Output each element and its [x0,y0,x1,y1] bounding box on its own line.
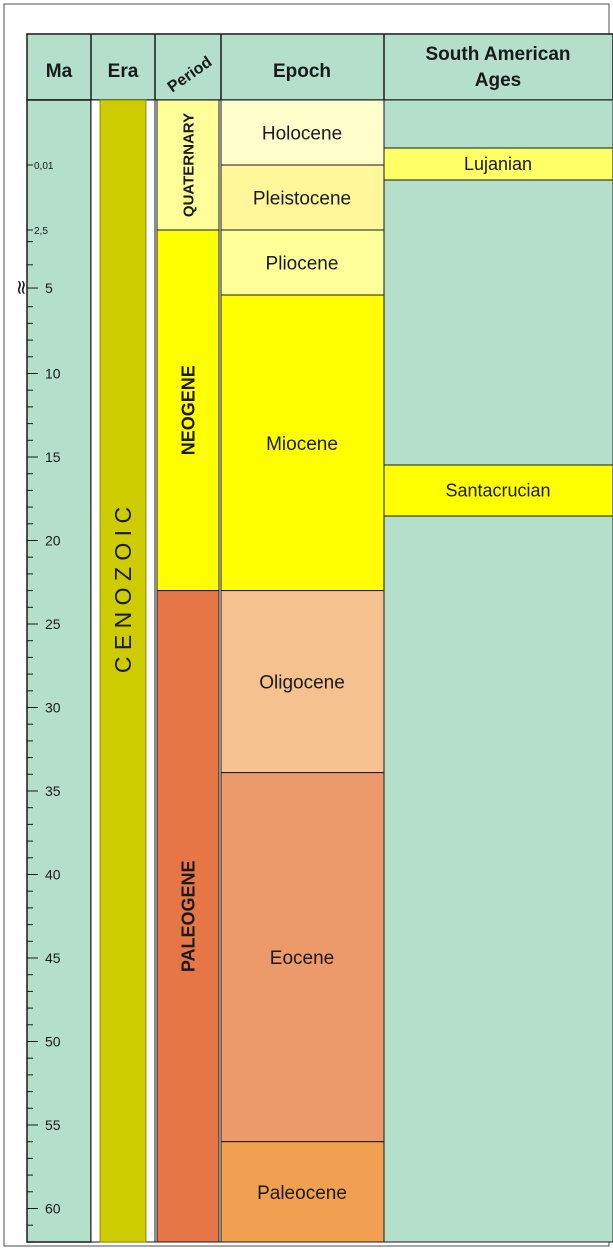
ma-tick-label: 10 [45,365,61,381]
epoch-label: Eocene [270,948,334,969]
epoch-band-holocene [220,99,385,166]
period-column: QUATERNARY NEOGENE PALEOGENE [154,99,222,1243]
ma-tick-label: 60 [45,1200,61,1216]
age-band-santacrucian [383,464,613,517]
ma-tick-label: 25 [45,616,61,632]
age-label: Lujanian [464,154,532,174]
header-ma: Ma [46,61,73,82]
epoch-label: Miocene [266,434,338,455]
ma-tick-label: 0,01 [34,161,54,172]
epoch-label: Oligocene [259,673,345,694]
epoch-label: Pleistocene [253,189,351,210]
ma-tick-label: 15 [45,449,61,465]
header-epoch: Epoch [273,61,331,82]
age-label: Santacrucian [445,481,550,501]
ma-tick-label: 45 [45,950,61,966]
header-background [26,33,613,101]
ma-tick-group: 0,01 2,5 5 10 15 20 25 30 35 40 45 50 55 60 [27,161,61,1243]
ma-tick-label: 40 [45,866,61,882]
ages-column: Lujanian Santacrucian [383,99,613,1243]
ma-column: 0,01 2,5 5 10 15 20 25 30 35 40 45 50 55 60 ≈ [10,99,92,1243]
epoch-band-miocene [220,294,385,592]
ma-tick-label: 2,5 [34,226,48,237]
epoch-label: Holocene [262,124,342,145]
period-band-quaternary [156,99,220,231]
epoch-band-eocene [220,772,385,1143]
ma-tick-label: 55 [45,1117,61,1133]
ma-tick-label: 5 [45,280,53,296]
ma-tick-label: 20 [45,532,61,548]
header-ages-line1: South American [426,44,571,65]
period-band-paleogene [156,590,220,1243]
epoch-band-group: Holocene Pleistocene Pliocene Miocene Oligoc… [220,99,385,1243]
epoch-column: Holocene Pleistocene Pliocene Miocene Oligoc… [220,99,385,1243]
era-column: C E N O Z O I C [90,99,156,1243]
epoch-label: Pliocene [266,254,339,275]
age-band-lujanian [383,147,613,181]
ma-column-background [26,99,92,1243]
age-band-group: Lujanian Santacrucian [383,147,613,517]
period-label: QUATERNARY [180,113,197,217]
period-band-group: QUATERNARY NEOGENE PALEOGENE [156,99,220,1243]
epoch-band-oligocene [220,590,385,774]
header-era: Era [108,61,139,82]
header-ages-line2: Ages [475,70,521,91]
scale-break-icon: ≈ [10,279,34,296]
period-label: NEOGENE [178,365,198,455]
ma-tick-label: 30 [45,699,61,715]
era-label: C E N O Z O I C [110,507,136,673]
ma-tick-label: 35 [45,783,61,799]
ages-column-background [383,99,613,1243]
epoch-band-pliocene [220,229,385,296]
period-label: PALEOGENE [178,860,198,972]
epoch-label: Paleocene [257,1183,347,1204]
period-band-neogene [156,229,220,592]
era-bar-cenozoic [99,99,147,1243]
ma-tick-label: 50 [45,1033,61,1049]
header-row: Ma Era Period Epoch South American Ages [26,33,613,101]
epoch-band-paleocene [220,1141,385,1243]
